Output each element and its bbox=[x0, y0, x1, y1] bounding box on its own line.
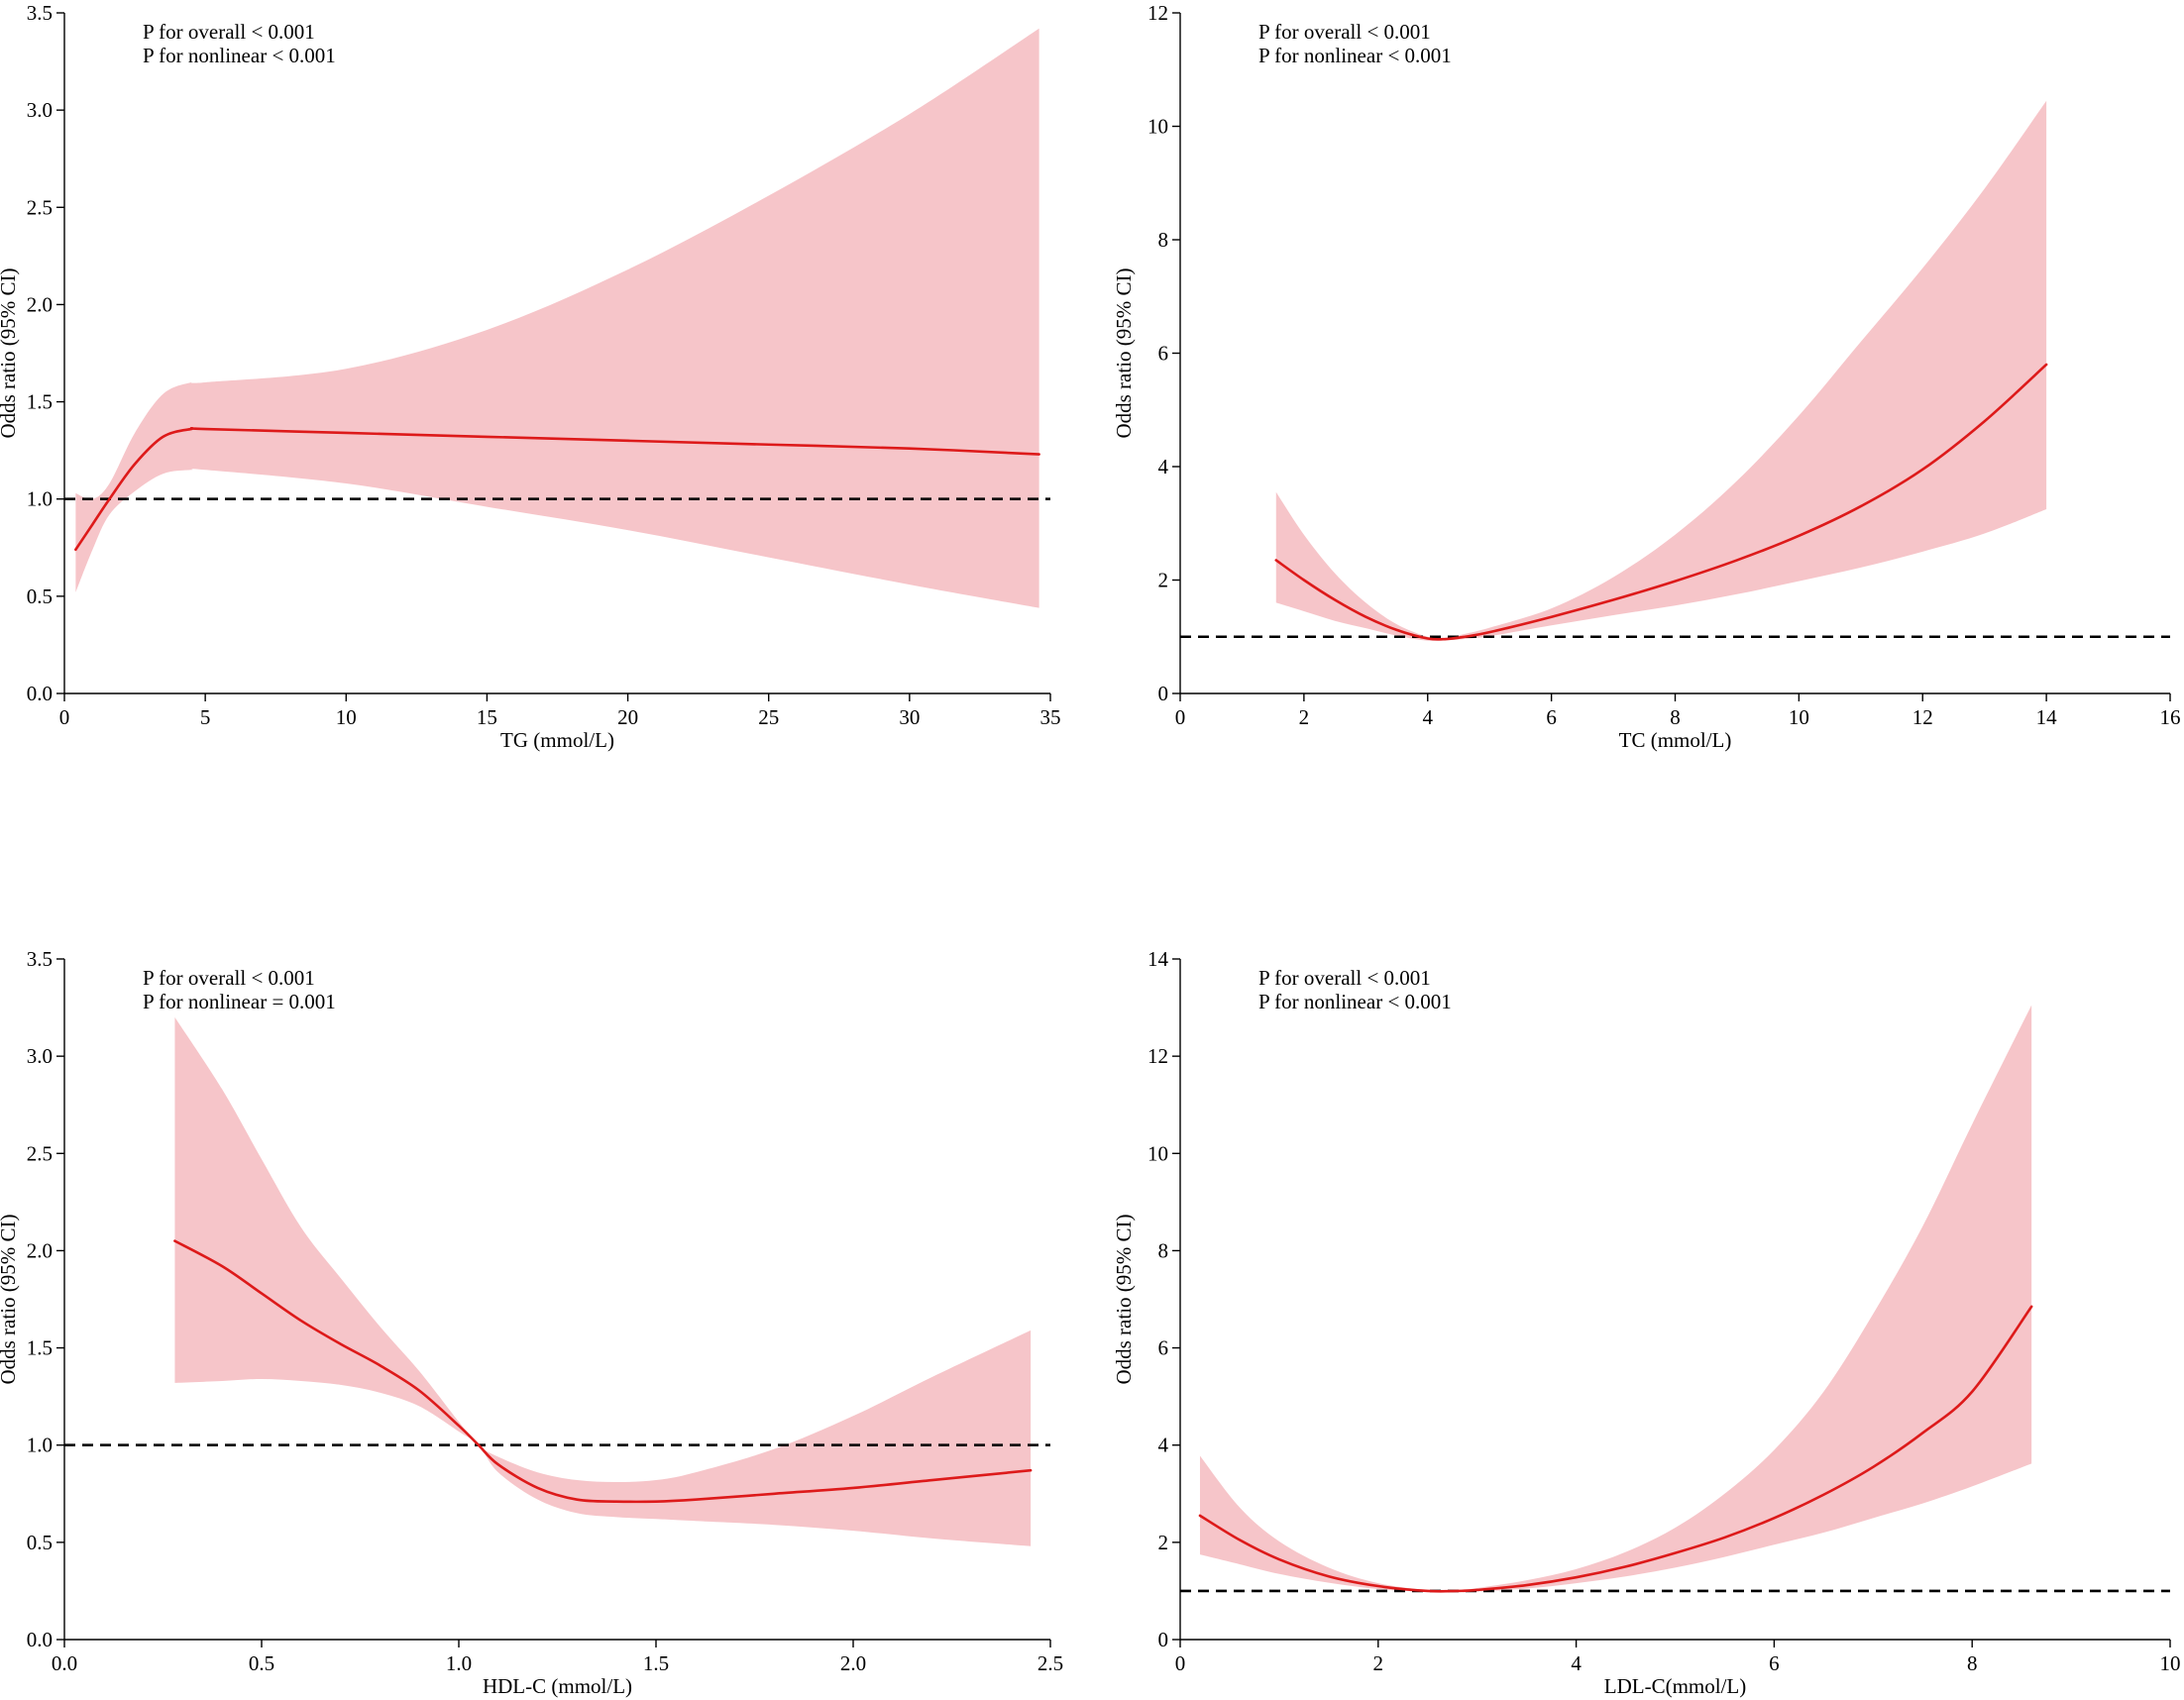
y-axis-label: Odds ratio (95% CI) bbox=[1112, 267, 1136, 438]
y-tick-label: 4 bbox=[1158, 1434, 1169, 1457]
x-tick-label: 0 bbox=[1175, 1651, 1186, 1675]
y-tick-label: 12 bbox=[1147, 1, 1168, 25]
y-tick-label: 4 bbox=[1158, 455, 1169, 478]
y-tick-label: 0 bbox=[1158, 1628, 1169, 1651]
ci-band bbox=[1275, 100, 2047, 642]
y-tick-label: 3.5 bbox=[27, 1, 53, 25]
x-tick-label: 2.0 bbox=[840, 1651, 866, 1675]
x-tick-label: 6 bbox=[1546, 705, 1557, 729]
x-tick-label: 2 bbox=[1373, 1651, 1384, 1675]
y-tick-label: 0 bbox=[1158, 682, 1169, 705]
p-overall-annotation: P for overall < 0.001 bbox=[1258, 966, 1431, 990]
p-overall-annotation: P for overall < 0.001 bbox=[143, 966, 315, 990]
y-tick-label: 2 bbox=[1158, 1531, 1169, 1554]
y-tick-label: 2.0 bbox=[27, 292, 53, 316]
y-tick-label: 1.0 bbox=[27, 487, 53, 511]
y-tick-label: 2.5 bbox=[27, 195, 53, 219]
y-tick-label: 8 bbox=[1158, 228, 1169, 252]
x-tick-label: 10 bbox=[336, 705, 357, 729]
p-overall-annotation: P for overall < 0.001 bbox=[143, 20, 315, 44]
ci-band bbox=[1199, 1005, 2032, 1593]
y-tick-label: 1.5 bbox=[27, 390, 53, 414]
x-tick-label: 1.5 bbox=[643, 1651, 669, 1675]
p-overall-annotation: P for overall < 0.001 bbox=[1258, 20, 1431, 44]
x-axis-label: HDL-C (mmol/L) bbox=[483, 1674, 632, 1698]
x-tick-label: 2.5 bbox=[1037, 1651, 1063, 1675]
y-tick-label: 2.0 bbox=[27, 1238, 53, 1262]
y-tick-label: 2 bbox=[1158, 569, 1169, 592]
x-tick-label: 16 bbox=[2160, 705, 2181, 729]
y-tick-label: 3.0 bbox=[27, 1044, 53, 1068]
y-tick-label: 6 bbox=[1158, 1336, 1169, 1360]
y-tick-label: 1.0 bbox=[27, 1434, 53, 1457]
x-tick-label: 25 bbox=[758, 705, 779, 729]
x-tick-label: 0 bbox=[59, 705, 70, 729]
odds-ratio-curve bbox=[1274, 363, 2048, 641]
x-tick-label: 0.0 bbox=[52, 1651, 77, 1675]
x-tick-label: 10 bbox=[1789, 705, 1809, 729]
panel-ldl-c: 0 2 4 6 8 10 0 2 4 6 8 10 12 14 LDL-C(mmol/L) Odds ra… bbox=[1112, 947, 2181, 1698]
x-tick-label: 35 bbox=[1040, 705, 1061, 729]
y-tick-label: 3.0 bbox=[27, 98, 53, 122]
y-axis-label: Odds ratio (95% CI) bbox=[1112, 1214, 1136, 1384]
x-axis-label: LDL-C(mmol/L) bbox=[1604, 1674, 1746, 1698]
x-tick-label: 0 bbox=[1175, 705, 1186, 729]
p-nonlinear-annotation: P for nonlinear < 0.001 bbox=[143, 44, 336, 67]
x-tick-label: 4 bbox=[1423, 705, 1434, 729]
x-tick-label: 5 bbox=[200, 705, 211, 729]
y-tick-label: 1.5 bbox=[27, 1336, 53, 1360]
y-tick-label: 10 bbox=[1147, 1141, 1168, 1165]
x-tick-label: 0.5 bbox=[249, 1651, 274, 1675]
y-tick-label: 0.5 bbox=[27, 584, 53, 608]
x-tick-label: 30 bbox=[899, 705, 920, 729]
x-tick-label: 14 bbox=[2036, 705, 2058, 729]
y-axis-label: Odds ratio (95% CI) bbox=[0, 267, 20, 438]
x-tick-label: 6 bbox=[1769, 1651, 1780, 1675]
y-tick-label: 6 bbox=[1158, 342, 1169, 366]
x-tick-label: 8 bbox=[1670, 705, 1681, 729]
x-tick-label: 1.0 bbox=[446, 1651, 472, 1675]
x-tick-label: 10 bbox=[2160, 1651, 2181, 1675]
x-tick-label: 4 bbox=[1571, 1651, 1582, 1675]
odds-ratio-curve bbox=[173, 1239, 1033, 1504]
y-tick-label: 12 bbox=[1147, 1044, 1168, 1068]
panel-tc: 0 2 4 6 8 10 12 14 16 0 2 4 6 8 10 12 TC (mmol/L) Odds … bbox=[1112, 1, 2181, 752]
x-tick-label: 2 bbox=[1299, 705, 1310, 729]
x-tick-label: 8 bbox=[1967, 1651, 1978, 1675]
y-tick-label: 2.5 bbox=[27, 1141, 53, 1165]
odds-ratio-curve bbox=[74, 427, 1040, 552]
x-tick-label: 12 bbox=[1912, 705, 1933, 729]
odds-ratio-curve bbox=[1198, 1305, 2033, 1593]
y-axis-label: Odds ratio (95% CI) bbox=[0, 1214, 20, 1384]
y-tick-label: 3.5 bbox=[27, 947, 53, 971]
x-axis-label: TC (mmol/L) bbox=[1619, 728, 1732, 752]
y-tick-label: 0.0 bbox=[27, 682, 53, 705]
y-tick-label: 0.0 bbox=[27, 1628, 53, 1651]
y-tick-label: 10 bbox=[1147, 115, 1168, 139]
y-tick-label: 0.5 bbox=[27, 1531, 53, 1554]
p-nonlinear-annotation: P for nonlinear < 0.001 bbox=[1258, 44, 1452, 67]
ci-band bbox=[75, 28, 1039, 608]
p-nonlinear-annotation: P for nonlinear = 0.001 bbox=[143, 990, 336, 1013]
ci-band bbox=[174, 1016, 1032, 1546]
x-tick-label: 15 bbox=[477, 705, 497, 729]
y-tick-label: 14 bbox=[1147, 947, 1169, 971]
panel-hdl-c: 0.0 0.5 1.0 1.5 2.0 2.5 0.0 0.5 1.0 1.5 2.0 2.5 3.0 3… bbox=[0, 947, 1063, 1698]
x-tick-label: 20 bbox=[617, 705, 638, 729]
panel-tg: 0 5 10 15 20 25 30 35 0.0 0.5 1.0 1.5 2.0 2.5 3.0 3.5 T… bbox=[0, 1, 1061, 752]
p-nonlinear-annotation: P for nonlinear < 0.001 bbox=[1258, 990, 1452, 1013]
x-axis-label: TG (mmol/L) bbox=[500, 728, 614, 752]
y-tick-label: 8 bbox=[1158, 1238, 1169, 1262]
